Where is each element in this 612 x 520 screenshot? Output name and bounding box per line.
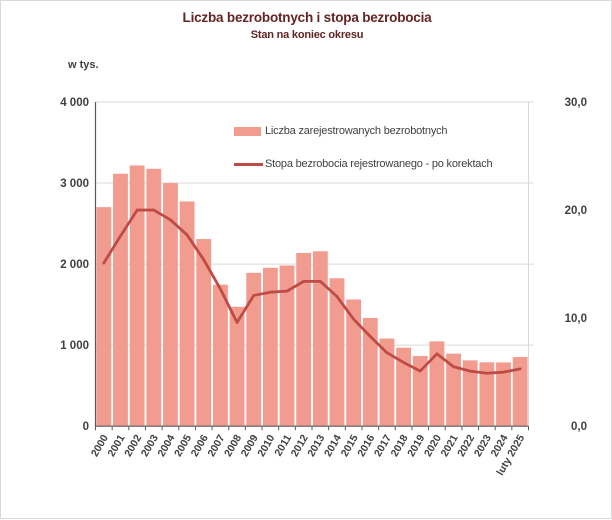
bar-2015 [346, 299, 362, 427]
line-series-swatch-icon [234, 162, 263, 166]
bar-2000 [96, 207, 112, 427]
x-axis-label: 2010 [255, 433, 277, 459]
legend-item-bars: Liczba zarejestrowanych bezrobotnych [234, 125, 492, 137]
right-axis-tick-label: 20,0 [565, 205, 587, 217]
right-axis-tick-label: 10,0 [565, 313, 587, 325]
left-axis-tick-label: 1 000 [60, 340, 89, 352]
left-axis-tick-label: 2 000 [60, 259, 89, 271]
bar-2010 [262, 267, 278, 427]
chart-legend: Liczba zarejestrowanych bezrobotnych Sto… [234, 125, 493, 191]
bar-2018 [396, 347, 412, 427]
bar-series-swatch-icon [234, 126, 261, 136]
bar-2017 [379, 338, 395, 427]
left-axis-unit-label: w tys. [68, 59, 99, 71]
legend-item-line: Stopa bezrobocia rejestrowanego - po kor… [234, 158, 493, 170]
left-axis-tick-label: 4 000 [60, 97, 89, 109]
bar-2020 [429, 341, 445, 427]
chart-subtitle: Stan na koniec okresu [250, 29, 364, 41]
bar-2014 [329, 278, 345, 427]
bar-2006 [196, 239, 212, 427]
bar-2024 [496, 362, 511, 427]
right-axis-tick-label: 0,0 [571, 421, 587, 433]
bar-2022 [462, 360, 478, 427]
bar-2007 [212, 284, 228, 427]
bar-2002 [129, 165, 145, 427]
bar-luty 2025 [512, 356, 528, 427]
bar-2005 [179, 201, 195, 427]
left-axis-tick-label: 3 000 [60, 178, 89, 190]
chart-title: Liczba bezrobotnych i stopa bezrobocia [182, 10, 432, 25]
bar-2021 [446, 353, 461, 427]
bar-2001 [113, 173, 128, 427]
bar-2008 [229, 306, 245, 427]
bar-2023 [479, 362, 495, 427]
right-axis-tick-label: 30,0 [565, 97, 587, 109]
bar-2004 [163, 183, 178, 427]
unemployment-rate-line [102, 208, 522, 375]
bar-2019 [412, 355, 428, 427]
bar-2013 [312, 251, 328, 427]
legend-line-label: Stopa bezrobocia rejestrowanego - po kor… [265, 158, 493, 170]
bar-2011 [279, 265, 295, 427]
bar-2009 [246, 272, 262, 427]
legend-bars-label: Liczba zarejestrowanych bezrobotnych [265, 125, 448, 137]
bar-2016 [362, 317, 378, 427]
bar-2012 [296, 253, 312, 427]
left-axis-tick-label: 0 [83, 421, 89, 433]
bar-2003 [146, 168, 162, 427]
